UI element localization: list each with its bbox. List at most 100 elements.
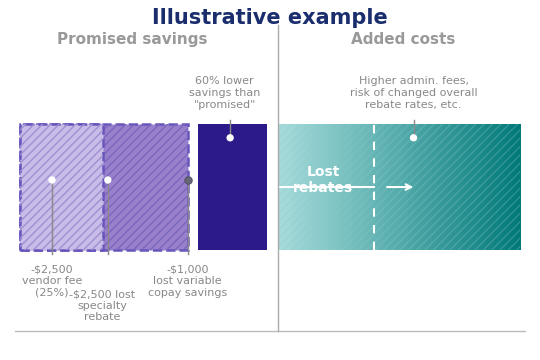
- Bar: [329, 124, 334, 250]
- Text: Illustrative example: Illustrative example: [152, 8, 388, 28]
- Bar: [460, 124, 463, 250]
- Bar: [308, 124, 312, 250]
- Bar: [438, 124, 442, 250]
- Bar: [435, 124, 440, 250]
- Bar: [396, 124, 400, 250]
- Bar: [296, 124, 300, 250]
- Bar: [505, 124, 509, 250]
- Bar: [333, 124, 336, 250]
- Bar: [281, 124, 285, 250]
- Bar: [492, 124, 497, 250]
- Bar: [20, 124, 187, 250]
- Bar: [508, 124, 512, 250]
- Bar: [405, 124, 409, 250]
- Bar: [387, 124, 391, 250]
- Bar: [311, 124, 315, 250]
- Bar: [381, 124, 385, 250]
- Text: Added costs: Added costs: [350, 32, 455, 47]
- Bar: [290, 124, 294, 250]
- Bar: [393, 124, 397, 250]
- Bar: [198, 124, 267, 250]
- Bar: [326, 124, 330, 250]
- Bar: [356, 124, 361, 250]
- Bar: [341, 124, 346, 250]
- Text: Higher admin. fees,
risk of changed overall
rebate rates, etc.: Higher admin. fees, risk of changed over…: [350, 76, 477, 110]
- Text: -$1,000
lost variable
copay savings: -$1,000 lost variable copay savings: [148, 264, 227, 298]
- Point: [48, 177, 56, 183]
- Point: [409, 135, 418, 141]
- Bar: [378, 124, 382, 250]
- Bar: [278, 124, 520, 250]
- Bar: [465, 124, 470, 250]
- Bar: [456, 124, 461, 250]
- Bar: [375, 124, 379, 250]
- Bar: [318, 124, 321, 250]
- Bar: [278, 124, 282, 250]
- Bar: [399, 124, 403, 250]
- Bar: [350, 124, 355, 250]
- Bar: [517, 124, 521, 250]
- Bar: [302, 124, 306, 250]
- Bar: [432, 124, 436, 250]
- Bar: [314, 124, 319, 250]
- Bar: [454, 124, 457, 250]
- Bar: [502, 124, 506, 250]
- Bar: [447, 124, 451, 250]
- Bar: [496, 124, 500, 250]
- Bar: [339, 124, 342, 250]
- Bar: [366, 124, 370, 250]
- Bar: [323, 124, 327, 250]
- Bar: [462, 124, 467, 250]
- Bar: [475, 124, 478, 250]
- Bar: [417, 124, 421, 250]
- Bar: [499, 124, 503, 250]
- Bar: [402, 124, 406, 250]
- Bar: [360, 124, 364, 250]
- Bar: [305, 124, 309, 250]
- Bar: [345, 124, 349, 250]
- Text: 60% lower
savings than
"promised": 60% lower savings than "promised": [189, 76, 260, 110]
- Bar: [284, 124, 288, 250]
- Bar: [481, 124, 485, 250]
- Point: [183, 177, 192, 183]
- Bar: [20, 124, 103, 250]
- Bar: [411, 124, 415, 250]
- Bar: [348, 124, 352, 250]
- Bar: [471, 124, 476, 250]
- Bar: [511, 124, 515, 250]
- Bar: [299, 124, 303, 250]
- Bar: [514, 124, 518, 250]
- Bar: [369, 124, 373, 250]
- Bar: [278, 124, 520, 250]
- Bar: [414, 124, 418, 250]
- Bar: [444, 124, 448, 250]
- Point: [104, 177, 112, 183]
- Bar: [420, 124, 424, 250]
- Point: [226, 135, 234, 141]
- Bar: [320, 124, 325, 250]
- Bar: [484, 124, 488, 250]
- Bar: [408, 124, 412, 250]
- Bar: [335, 124, 340, 250]
- Bar: [372, 124, 376, 250]
- Text: -$2,500 lost
specialty
rebate: -$2,500 lost specialty rebate: [70, 289, 136, 322]
- Text: Lost
rebates: Lost rebates: [293, 165, 353, 195]
- Bar: [429, 124, 433, 250]
- Bar: [487, 124, 491, 250]
- Bar: [287, 124, 291, 250]
- Bar: [469, 124, 472, 250]
- Bar: [363, 124, 367, 250]
- Text: Promised savings: Promised savings: [57, 32, 207, 47]
- Bar: [450, 124, 455, 250]
- Bar: [426, 124, 430, 250]
- Bar: [384, 124, 388, 250]
- Bar: [423, 124, 427, 250]
- Bar: [293, 124, 297, 250]
- Bar: [20, 124, 187, 250]
- Text: -$2,500
vendor fee
(25%): -$2,500 vendor fee (25%): [22, 264, 82, 298]
- Bar: [441, 124, 445, 250]
- Bar: [477, 124, 482, 250]
- Bar: [490, 124, 494, 250]
- Bar: [390, 124, 394, 250]
- Bar: [354, 124, 357, 250]
